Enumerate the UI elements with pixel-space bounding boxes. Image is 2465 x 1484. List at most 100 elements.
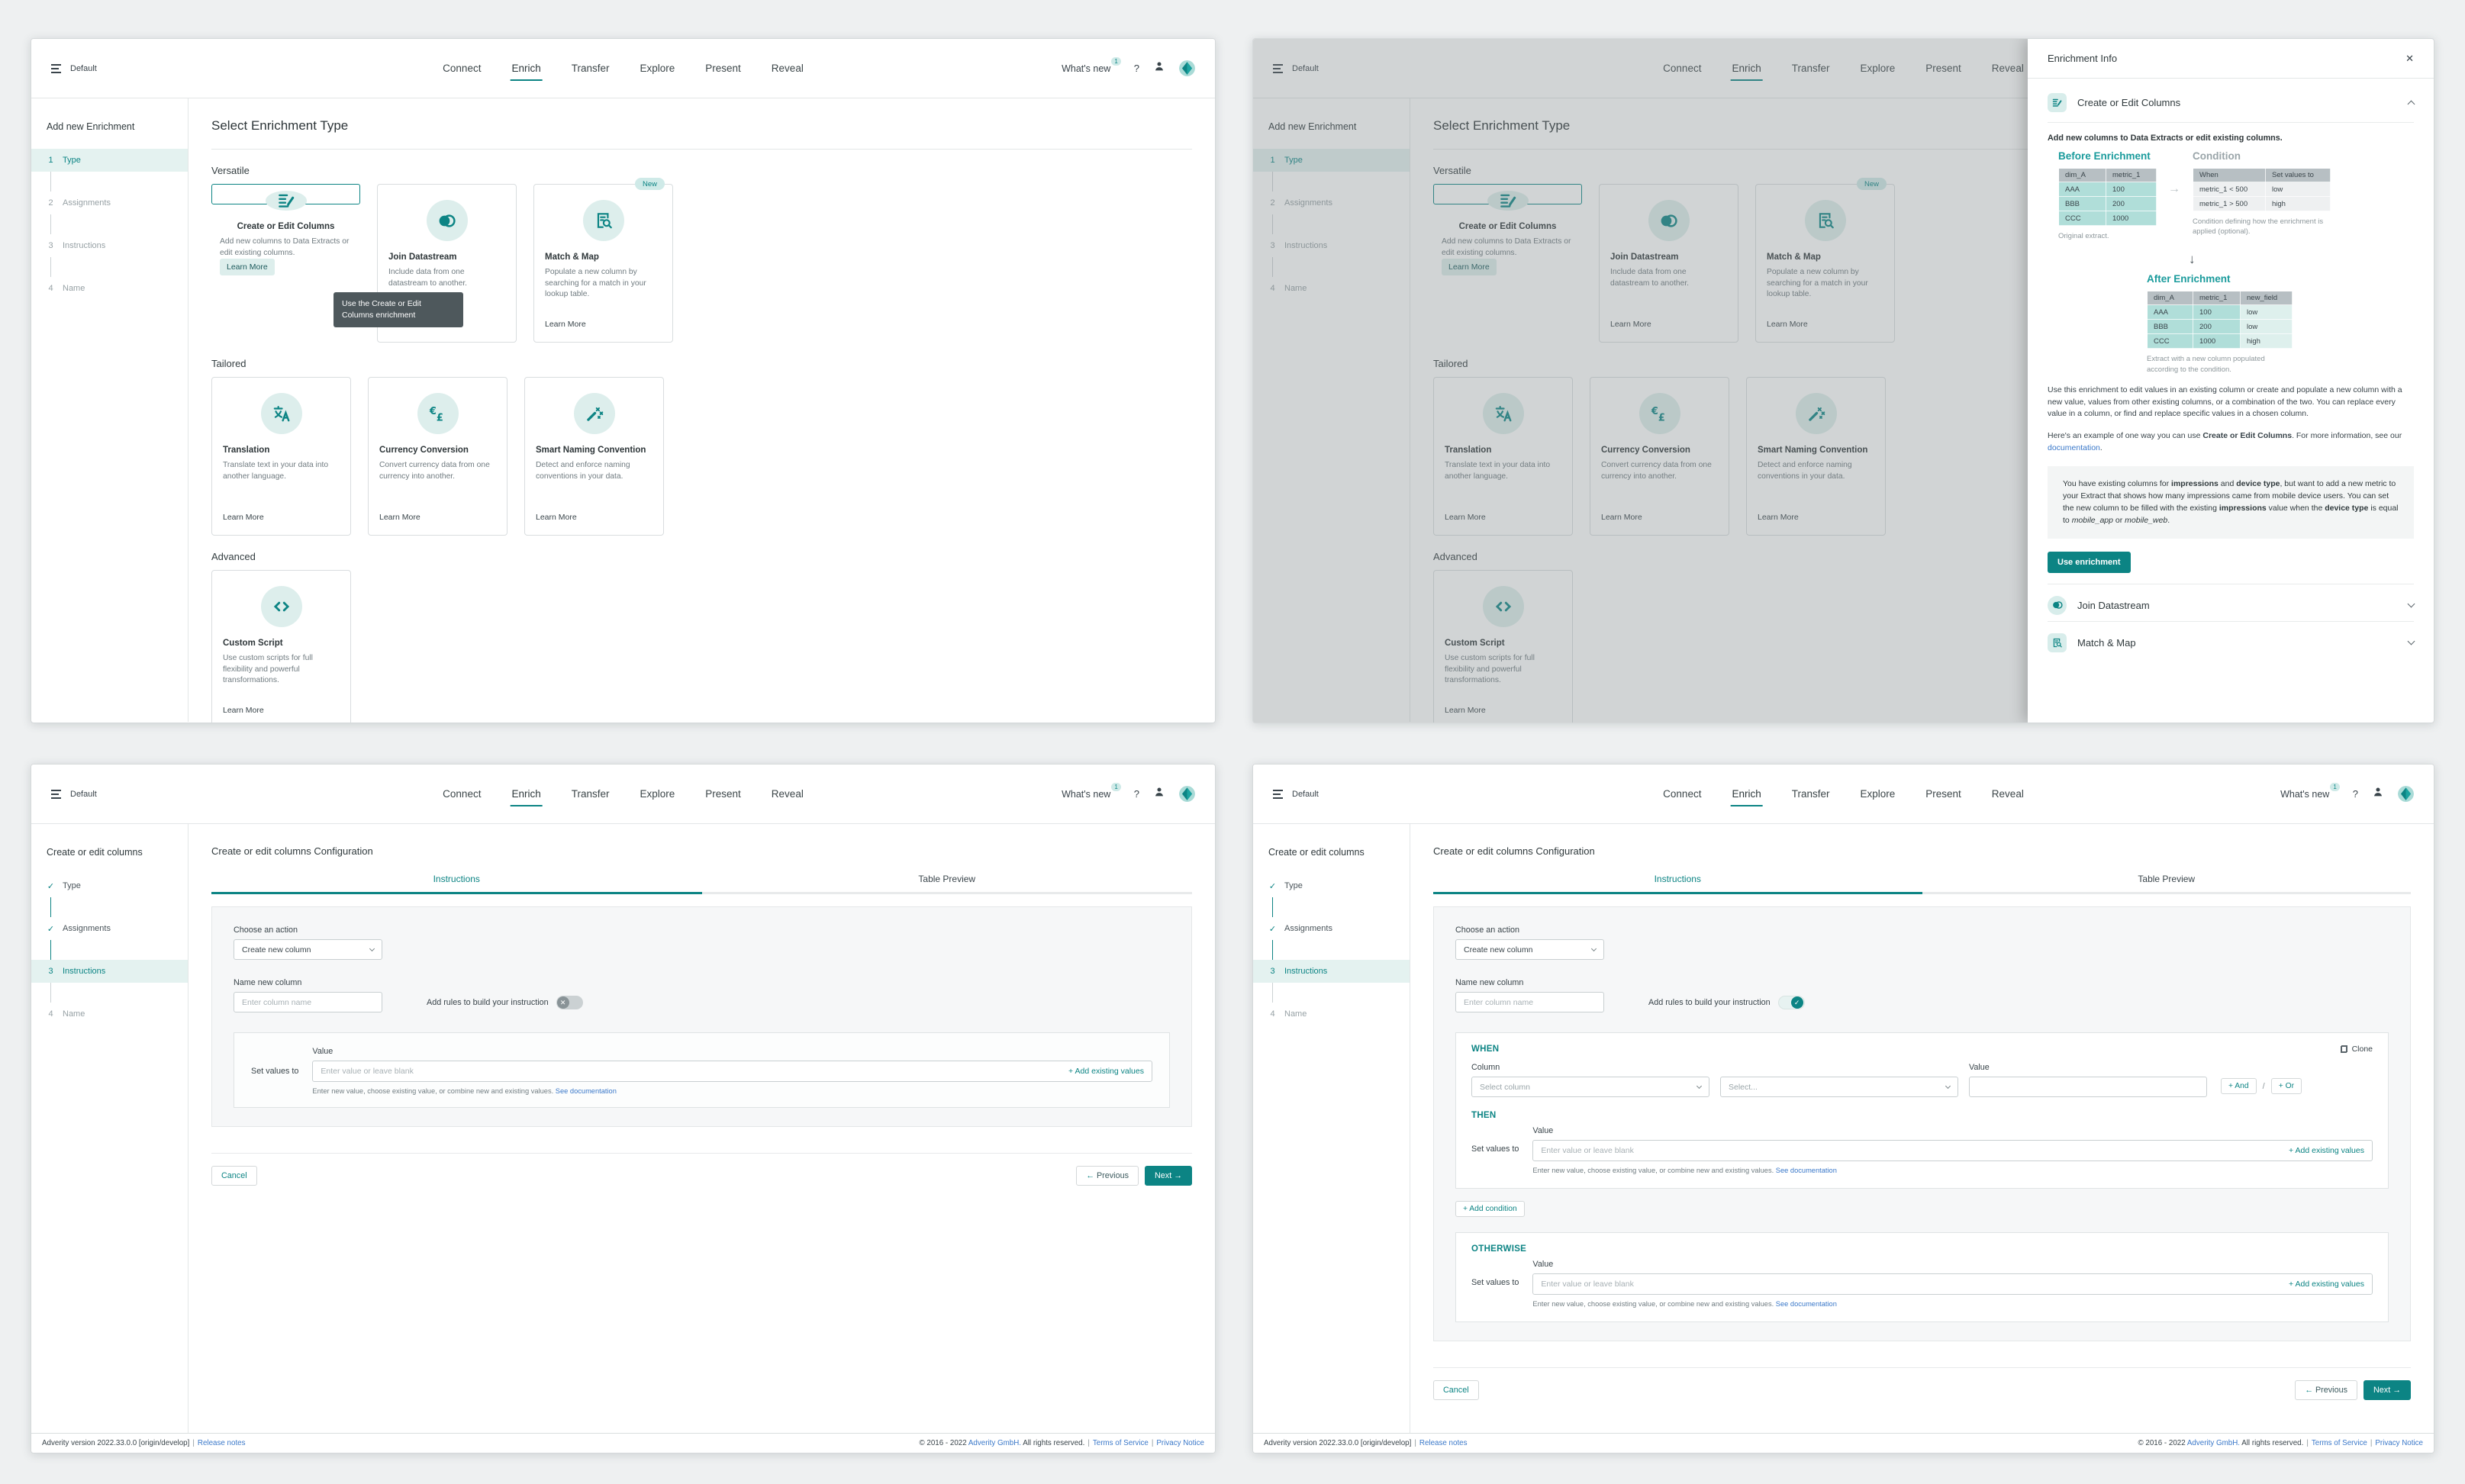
accordion-match-and-map[interactable]: Match & Map bbox=[2048, 620, 2415, 658]
clone-button[interactable]: Clone bbox=[2340, 1045, 2373, 1054]
nav-connect[interactable]: Connect bbox=[1663, 788, 1702, 800]
menu-icon[interactable] bbox=[51, 789, 61, 799]
card-smart-naming-convention[interactable]: Smart Naming Convention Detect and enfor… bbox=[524, 377, 664, 536]
add-existing-values-link[interactable]: + Add existing values bbox=[2289, 1280, 2364, 1289]
nav-transfer[interactable]: Transfer bbox=[1791, 788, 1830, 800]
documentation-link[interactable]: documentation bbox=[2048, 443, 2100, 452]
see-documentation-link[interactable]: See documentation bbox=[555, 1087, 617, 1095]
rules-toggle[interactable]: ✕ bbox=[556, 995, 583, 1009]
learn-more-link[interactable]: Learn More bbox=[1610, 320, 1651, 329]
menu-icon[interactable] bbox=[1273, 789, 1283, 799]
card-translation[interactable]: Translation Translate text in your data … bbox=[1433, 377, 1573, 536]
step-assignments[interactable]: 2 Assignments bbox=[48, 198, 111, 208]
cancel-button[interactable]: Cancel bbox=[211, 1166, 257, 1186]
user-icon[interactable] bbox=[1153, 60, 1165, 76]
learn-more-link[interactable]: Learn More bbox=[536, 513, 577, 522]
tab-table-preview[interactable]: Table Preview bbox=[701, 874, 1192, 894]
add-condition-button[interactable]: + Add condition bbox=[1455, 1201, 1525, 1217]
learn-more-link[interactable]: Learn More bbox=[545, 320, 586, 329]
nav-enrich[interactable]: Enrich bbox=[510, 781, 543, 806]
nav-connect[interactable]: Connect bbox=[443, 788, 482, 800]
card-smart-naming-convention[interactable]: Smart Naming Convention Detect and enfor… bbox=[1746, 377, 1886, 536]
card-match-and-map[interactable]: New Match & Map Populate a new column by… bbox=[533, 178, 673, 343]
nav-transfer[interactable]: Transfer bbox=[571, 788, 610, 800]
step-instructions[interactable]: 3 Instructions bbox=[31, 960, 188, 983]
nav-enrich[interactable]: Enrich bbox=[1730, 56, 1763, 81]
nav-explore[interactable]: Explore bbox=[640, 788, 675, 800]
privacy-link[interactable]: Privacy Notice bbox=[1156, 1439, 1204, 1447]
or-button[interactable]: + Or bbox=[2270, 1078, 2302, 1094]
terms-link[interactable]: Terms of Service bbox=[1092, 1439, 1149, 1447]
learn-more-link[interactable]: Learn More bbox=[220, 259, 275, 276]
nav-present[interactable]: Present bbox=[1925, 788, 1961, 800]
nav-reveal[interactable]: Reveal bbox=[771, 788, 804, 800]
close-icon[interactable]: ✕ bbox=[2405, 52, 2414, 64]
company-link[interactable]: Adverity GmbH. bbox=[968, 1439, 1022, 1447]
step-name[interactable]: 4 Name bbox=[48, 284, 85, 293]
learn-more-link[interactable]: Learn More bbox=[223, 706, 264, 715]
action-select[interactable]: Create new column bbox=[234, 939, 382, 960]
step-assignments[interactable]: ✓ Assignments bbox=[1268, 924, 1332, 934]
learn-more-link[interactable]: Learn More bbox=[1601, 513, 1642, 522]
previous-button[interactable]: ← Previous bbox=[1076, 1166, 1139, 1186]
learn-more-link[interactable]: Learn More bbox=[1445, 706, 1486, 715]
nav-reveal[interactable]: Reveal bbox=[1991, 63, 2024, 74]
rules-toggle[interactable]: ✓ bbox=[1777, 995, 1805, 1009]
nav-reveal[interactable]: Reveal bbox=[1991, 788, 2024, 800]
next-button[interactable]: Next → bbox=[2364, 1380, 2411, 1400]
step-instructions[interactable]: 3 Instructions bbox=[1270, 241, 1328, 250]
operator-select[interactable]: Select... bbox=[1720, 1077, 1958, 1097]
nav-enrich[interactable]: Enrich bbox=[510, 56, 543, 81]
column-name-input[interactable] bbox=[1455, 992, 1604, 1012]
then-value-input[interactable] bbox=[1541, 1146, 2289, 1155]
card-translation[interactable]: Translation Translate text in your data … bbox=[211, 377, 351, 536]
step-name[interactable]: 4 Name bbox=[48, 1009, 85, 1019]
card-match-and-map[interactable]: New Match & Map Populate a new column by… bbox=[1755, 178, 1895, 343]
nav-connect[interactable]: Connect bbox=[1663, 63, 1702, 74]
step-instructions[interactable]: 3 Instructions bbox=[1253, 960, 1410, 983]
whats-new-link[interactable]: What's new1 bbox=[1062, 56, 1121, 74]
project-name[interactable]: Default bbox=[70, 63, 97, 73]
add-existing-values-link[interactable]: + Add existing values bbox=[1068, 1067, 1144, 1076]
column-select[interactable]: Select column bbox=[1471, 1077, 1709, 1097]
see-documentation-link[interactable]: See documentation bbox=[1775, 1167, 1837, 1174]
step-type[interactable]: ✓ Type bbox=[1268, 881, 1303, 891]
add-existing-values-link[interactable]: + Add existing values bbox=[2289, 1146, 2364, 1155]
cancel-button[interactable]: Cancel bbox=[1433, 1380, 1479, 1400]
card-custom-script[interactable]: Custom Script Use custom scripts for ful… bbox=[211, 570, 351, 723]
avatar[interactable] bbox=[2398, 786, 2414, 802]
tab-table-preview[interactable]: Table Preview bbox=[1922, 874, 2411, 894]
step-assignments[interactable]: ✓ Assignments bbox=[47, 924, 111, 934]
project-name[interactable]: Default bbox=[1292, 789, 1319, 799]
otherwise-value-input[interactable] bbox=[1541, 1280, 2289, 1289]
nav-transfer[interactable]: Transfer bbox=[571, 63, 610, 74]
help-icon[interactable]: ? bbox=[1133, 63, 1139, 74]
step-name[interactable]: 4 Name bbox=[1270, 1009, 1307, 1019]
column-name-input[interactable] bbox=[234, 992, 382, 1012]
user-icon[interactable] bbox=[2372, 786, 2384, 802]
nav-present[interactable]: Present bbox=[705, 63, 741, 74]
avatar[interactable] bbox=[1179, 60, 1195, 76]
menu-icon[interactable] bbox=[51, 63, 61, 73]
step-assignments[interactable]: 2 Assignments bbox=[1270, 198, 1332, 208]
card-currency-conversion[interactable]: € £ Currency Conversion Convert currency … bbox=[368, 377, 508, 536]
card-create-or-edit-columns[interactable]: Create or Edit Columns Add new columns t… bbox=[1433, 184, 1582, 276]
learn-more-link[interactable]: Learn More bbox=[1445, 513, 1486, 522]
step-type[interactable]: 1 Type bbox=[31, 149, 188, 172]
nav-explore[interactable]: Explore bbox=[1860, 63, 1896, 74]
accordion-join-datastream[interactable]: Join Datastream bbox=[2048, 583, 2415, 621]
learn-more-link[interactable]: Learn More bbox=[379, 513, 420, 522]
learn-more-link[interactable]: Learn More bbox=[1767, 320, 1808, 329]
learn-more-link[interactable]: Learn More bbox=[223, 513, 264, 522]
project-name[interactable]: Default bbox=[1292, 63, 1319, 73]
release-notes-link[interactable]: Release notes bbox=[1419, 1439, 1468, 1447]
nav-enrich[interactable]: Enrich bbox=[1730, 781, 1763, 806]
see-documentation-link[interactable]: See documentation bbox=[1775, 1300, 1837, 1308]
nav-reveal[interactable]: Reveal bbox=[771, 63, 804, 74]
project-name[interactable]: Default bbox=[70, 789, 97, 799]
step-name[interactable]: 4 Name bbox=[1270, 284, 1307, 293]
release-notes-link[interactable]: Release notes bbox=[197, 1439, 246, 1447]
nav-present[interactable]: Present bbox=[1925, 63, 1961, 74]
card-currency-conversion[interactable]: € £ Currency Conversion Convert currency … bbox=[1590, 377, 1729, 536]
nav-transfer[interactable]: Transfer bbox=[1791, 63, 1830, 74]
